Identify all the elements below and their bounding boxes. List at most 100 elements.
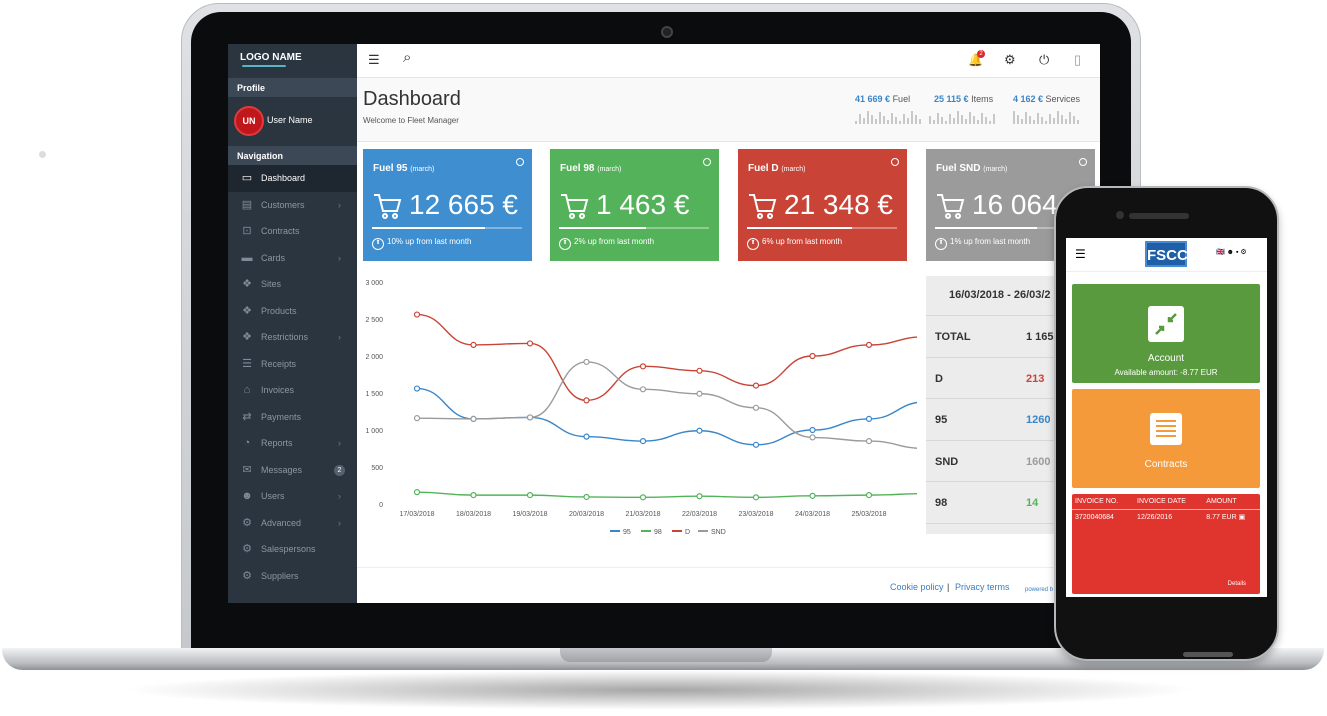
card-period: (march)	[597, 166, 622, 173]
details-link[interactable]: Details	[1227, 581, 1246, 587]
profile[interactable]: UN User Name	[228, 97, 357, 146]
laptop-camera	[661, 26, 673, 38]
series-line-95	[416, 387, 917, 446]
stat-card-fuel-d[interactable]: Fuel D (march) 21 348 € 6% up from last mo…	[738, 149, 907, 261]
card-progress-fill	[559, 227, 646, 229]
sidebar-item-salespersons[interactable]: ⚙ Salespersons	[228, 536, 357, 563]
stat-value: 25 115 €	[934, 94, 969, 104]
search-icon[interactable]: ⌕	[403, 49, 412, 66]
mobile-menu-icon[interactable]: ☰	[1075, 247, 1086, 261]
sparkline-bar	[993, 114, 995, 124]
contracts-tile[interactable]: Contracts	[1072, 389, 1260, 488]
sidebar-item-dashboard[interactable]: ▭ Dashboard	[228, 165, 357, 192]
invoice-amount: 8.77 EUR ▣	[1203, 510, 1260, 525]
compress-icon	[1148, 306, 1184, 342]
data-point	[696, 367, 703, 374]
card-option-icon[interactable]	[703, 158, 711, 166]
stat-services: 4 162 € Services	[1013, 94, 1080, 104]
sparkline-bar	[1053, 118, 1055, 124]
avatar[interactable]: UN	[234, 106, 264, 136]
period-row-label: SND	[935, 455, 959, 468]
gear-icon: ⚙	[242, 543, 252, 555]
period-row-98: 98 14	[926, 482, 1100, 524]
sparkline-bar	[887, 120, 889, 124]
sidebar-item-payments[interactable]: ⇄ Payments	[228, 404, 357, 431]
x-tick-label: 23/03/2018	[738, 511, 773, 518]
sparkline-bar	[891, 113, 893, 124]
sidebar-item-cards[interactable]: ▬ Cards ›	[228, 245, 357, 272]
period-row-value: 213	[1026, 372, 1045, 385]
card-change: 10% up from last month	[372, 237, 471, 250]
credit-card-icon: ▬	[241, 251, 253, 264]
x-tick-label: 25/03/2018	[851, 511, 886, 518]
mobile-logo[interactable]: FSCC	[1145, 241, 1188, 267]
sidebar-item-users[interactable]: ☻ Users ›	[228, 483, 357, 510]
cookie-policy-link[interactable]: Cookie policy	[890, 582, 944, 592]
card-fuel-name: Fuel 95	[373, 163, 408, 174]
x-tick-label: 18/03/2018	[456, 511, 491, 518]
chevron-right-icon: ›	[338, 438, 341, 448]
sparkline-bar	[911, 111, 913, 124]
card-change: 1% up from last month	[935, 237, 1030, 250]
sidebar-item-contracts[interactable]: ⊡ Contracts	[228, 218, 357, 245]
cart-icon	[749, 194, 777, 219]
stat-card-fuel-95[interactable]: Fuel 95 (march) 12 665 € 10% up from last …	[363, 149, 532, 261]
data-point	[639, 363, 647, 370]
mobile-header-icons[interactable]: 🇬🇧 ☻ ▪ ⚙	[1216, 249, 1247, 256]
stat-items: 25 115 € Items	[934, 94, 993, 104]
sidebar-item-label: Suppliers	[261, 570, 299, 581]
series-line-d	[416, 313, 917, 402]
sidebar-item-reports[interactable]: ◔ Reports ›	[228, 430, 357, 457]
chevron-right-icon: ›	[338, 491, 341, 501]
sidebar-item-messages[interactable]: ✉ Messages 2	[228, 457, 357, 484]
account-amount: Available amount: -8.77 EUR	[1114, 368, 1218, 377]
data-point	[639, 438, 647, 445]
sidebar-item-sites[interactable]: ❖ Sites	[228, 271, 357, 298]
card-option-icon[interactable]	[891, 158, 899, 166]
table-row[interactable]: 3720040684 12/26/2016 8.77 EUR ▣	[1072, 510, 1260, 525]
card-title: Fuel 95 (march)	[373, 163, 434, 174]
gear-icon[interactable]: ⚙	[1004, 52, 1016, 67]
pdf-icon[interactable]: ▣	[1238, 514, 1246, 521]
menu-icon[interactable]: ☰	[368, 52, 380, 67]
sidebar-item-receipts[interactable]: ☰ Receipts	[228, 351, 357, 378]
cubes-icon: ❖	[242, 278, 252, 290]
power-icon[interactable]: ⏻	[1039, 52, 1050, 67]
data-point	[413, 311, 421, 318]
sidebar-item-advanced[interactable]: ⚙ Advanced ›	[228, 510, 357, 537]
sidebar-item-products[interactable]: ❖ Products	[228, 298, 357, 325]
side-panel-icon[interactable]: ▯	[1074, 52, 1082, 67]
sidebar-item-label: Contracts	[261, 226, 300, 236]
archive-icon	[1150, 413, 1182, 445]
logo[interactable]: LOGO NAME	[228, 44, 357, 78]
sidebar-item-restrictions[interactable]: ❖ Restrictions ›	[228, 324, 357, 351]
sidebar-item-invoices[interactable]: ⌂ Invoices	[228, 377, 357, 404]
y-tick-label: 0	[379, 502, 383, 509]
sparkline-bar	[1073, 116, 1075, 124]
sidebar-item-label: Cards	[261, 252, 286, 263]
sidebar-item-label: Products	[261, 305, 297, 316]
sparkline-bar	[875, 119, 877, 124]
sidebar-item-suppliers[interactable]: ⚙ Suppliers	[228, 563, 357, 590]
data-point	[865, 438, 873, 445]
stat-fuel: 41 669 € Fuel	[855, 94, 910, 104]
privacy-terms-link[interactable]: Privacy terms	[955, 582, 1010, 592]
powered-by: powered b	[1025, 587, 1054, 593]
sparkline-bar	[949, 114, 951, 124]
phone-speaker	[1129, 213, 1189, 219]
sidebar-item-customers[interactable]: ▤ Customers ›	[228, 192, 357, 219]
card-option-icon[interactable]	[1079, 158, 1087, 166]
sparkline-bar	[879, 112, 881, 124]
stat-card-fuel-98[interactable]: Fuel 98 (march) 1 463 € 2% up from last mo…	[550, 149, 719, 261]
account-tile[interactable]: Account Available amount: -8.77 EUR	[1072, 284, 1260, 383]
data-point	[470, 341, 477, 349]
chevron-right-icon: ›	[338, 199, 341, 210]
invoices-tile[interactable]: INVOICE NO. INVOICE DATE AMOUNT 37200406…	[1072, 494, 1260, 594]
series-line-snd	[416, 361, 917, 449]
card-progress-fill	[747, 227, 852, 229]
card-option-icon[interactable]	[516, 158, 524, 166]
sparkline-bar	[937, 113, 939, 124]
card-fuel-name: Fuel 98	[560, 163, 595, 174]
sparkline-bar	[973, 116, 975, 124]
stat-label: Fuel	[892, 94, 911, 104]
